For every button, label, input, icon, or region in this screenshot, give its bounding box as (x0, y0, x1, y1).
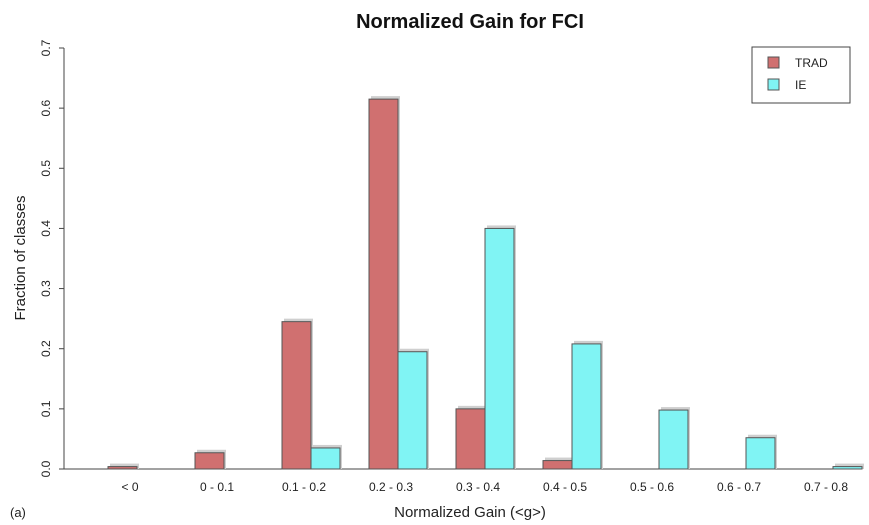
bar-trad-4 (455, 408, 486, 470)
y-tick-label: 0.0 (39, 460, 53, 477)
bar-ie-5 (571, 343, 602, 470)
legend-label-trad: TRAD (795, 56, 828, 70)
y-tick-label: 0.3 (39, 280, 53, 297)
x-axis-label: Normalized Gain (<g>) (394, 504, 546, 521)
y-tick-label: 0.6 (39, 99, 53, 116)
y-tick-label: 0.2 (39, 340, 53, 357)
bar-trad-0 (107, 466, 138, 470)
y-axis-label: Fraction of classes (12, 195, 29, 320)
bar-trad-2 (281, 321, 312, 470)
bar-trad-3 (368, 98, 399, 470)
bar-trad-5 (542, 460, 573, 470)
x-tick-label: 0.4 - 0.5 (543, 480, 587, 494)
legend-label-ie: IE (795, 78, 806, 92)
legend-swatch-ie (767, 78, 780, 91)
x-tick-label: < 0 (121, 480, 138, 494)
x-tick-label: 0.3 - 0.4 (456, 480, 500, 494)
x-tick-label: 0.2 - 0.3 (369, 480, 413, 494)
y-tick-label: 0.1 (39, 400, 53, 417)
panel-label: (a) (10, 505, 26, 520)
x-ticks: < 0 0 - 0.1 0.1 - 0.2 0.2 - 0.3 0.3 - 0.4 0.4… (121, 480, 848, 494)
bar-ie-7 (745, 437, 776, 470)
chart-title: Normalized Gain for FCI (356, 11, 584, 33)
y-tick-label: 0.7 (39, 39, 53, 56)
bar-ie-2 (310, 447, 341, 470)
legend: TRAD IE (751, 46, 851, 104)
legend-swatch-trad (767, 56, 780, 69)
bar-ie-6 (658, 409, 689, 470)
x-tick-label: 0.5 - 0.6 (630, 480, 674, 494)
bar-trad-1 (194, 452, 225, 470)
x-tick-label: 0 - 0.1 (200, 480, 234, 494)
legend-box (751, 46, 851, 104)
y-ticks: 0.0 0.1 0.2 0.3 0.4 0.5 0.6 0.7 (39, 39, 64, 477)
x-tick-label: 0.6 - 0.7 (717, 480, 761, 494)
y-tick-label: 0.4 (39, 220, 53, 237)
bar-ie-3 (397, 351, 428, 470)
bars (107, 96, 864, 470)
bar-ie-8 (832, 466, 863, 470)
y-tick-label: 0.5 (39, 160, 53, 177)
x-tick-label: 0.7 - 0.8 (804, 480, 848, 494)
x-tick-label: 0.1 - 0.2 (282, 480, 326, 494)
bar-ie-4 (484, 227, 515, 470)
